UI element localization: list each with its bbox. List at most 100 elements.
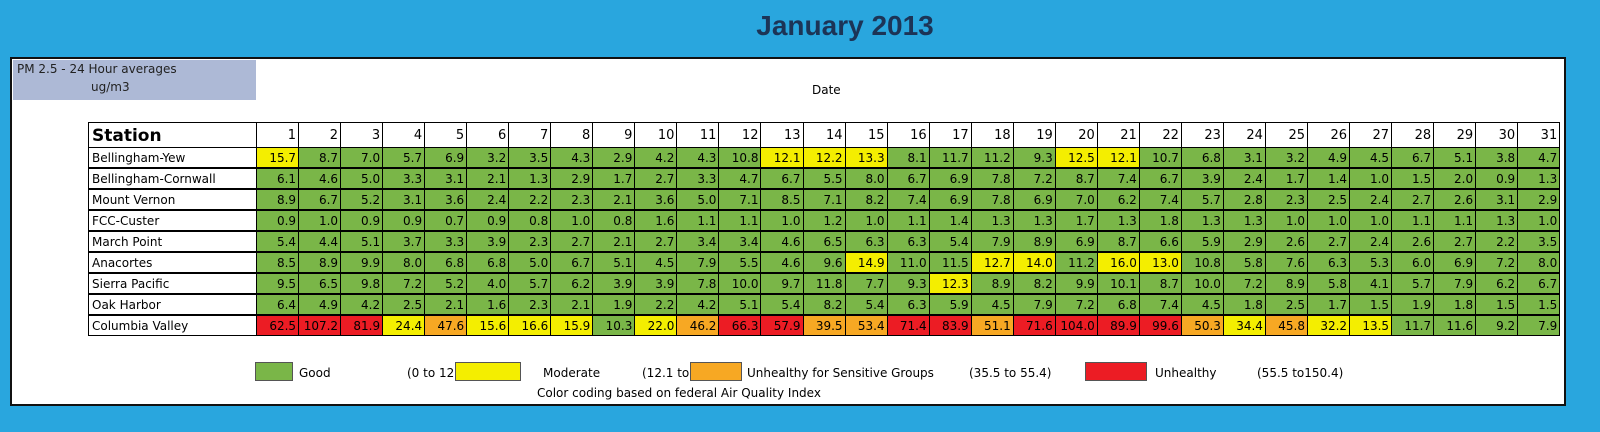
value-cell: 7.9 [1012,294,1056,315]
value-cell: 2.6 [1433,189,1477,210]
value-cell: 5.0 [340,168,384,189]
value-cell: 9.8 [340,273,384,294]
value-cell: 8.9 [1264,273,1308,294]
value-cell: 11.6 [1433,315,1477,336]
value-cell: 7.9 [970,231,1014,252]
value-cell: 8.2 [1012,273,1056,294]
value-cell: 7.0 [340,147,384,168]
value-cell: 2.9 [1517,189,1561,210]
value-cell: 1.3 [1517,168,1561,189]
value-cell: 81.9 [340,315,384,336]
day-header: 7 [508,122,552,148]
value-cell: 46.2 [676,315,720,336]
value-cell: 83.9 [928,315,972,336]
value-cell: 1.1 [886,210,930,231]
value-cell: 50.3 [1180,315,1224,336]
value-cell: 6.0 [1391,252,1435,273]
value-cell: 1.7 [1307,294,1351,315]
value-cell: 57.9 [760,315,804,336]
value-cell: 3.2 [466,147,510,168]
value-cell: 6.2 [1475,273,1519,294]
value-cell: 34.4 [1222,315,1266,336]
value-cell: 0.8 [508,210,552,231]
station-cell: March Point [88,231,257,252]
value-cell: 12.5 [1054,147,1098,168]
day-header: 24 [1222,122,1266,148]
day-header: 16 [886,122,930,148]
value-cell: 3.9 [466,231,510,252]
value-cell: 11.2 [1054,252,1098,273]
value-cell: 1.1 [1391,210,1435,231]
value-cell: 1.5 [1517,294,1561,315]
value-cell: 2.4 [1349,189,1393,210]
value-cell: 2.7 [550,231,594,252]
value-cell: 6.9 [1012,189,1056,210]
value-cell: 2.5 [382,294,426,315]
value-cell: 5.8 [1222,252,1266,273]
value-cell: 7.4 [1138,294,1182,315]
value-cell: 4.1 [1349,273,1393,294]
legend-label: Unhealthy [1155,366,1217,380]
value-cell: 12.2 [802,147,846,168]
value-cell: 7.2 [1222,273,1266,294]
value-cell: 9.2 [1475,315,1519,336]
value-cell: 1.2 [802,210,846,231]
value-cell: 4.2 [340,294,384,315]
value-cell: 1.0 [298,210,342,231]
value-cell: 5.7 [1391,273,1435,294]
value-cell: 5.0 [676,189,720,210]
value-cell: 2.0 [1433,168,1477,189]
day-header: 25 [1264,122,1308,148]
value-cell: 22.0 [634,315,678,336]
value-cell: 8.7 [1138,273,1182,294]
value-cell: 4.7 [718,168,762,189]
value-cell: 8.7 [1096,231,1140,252]
value-cell: 13.3 [844,147,888,168]
value-cell: 10.3 [592,315,636,336]
value-cell: 1.3 [1096,210,1140,231]
value-cell: 12.3 [928,273,972,294]
value-cell: 1.5 [1349,294,1393,315]
value-cell: 51.1 [970,315,1014,336]
value-cell: 1.7 [1054,210,1098,231]
value-cell: 0.8 [592,210,636,231]
value-cell: 71.4 [886,315,930,336]
value-cell: 6.6 [1138,231,1182,252]
value-cell: 1.9 [592,294,636,315]
value-cell: 5.1 [592,252,636,273]
value-cell: 10.8 [718,147,762,168]
value-cell: 4.4 [298,231,342,252]
value-cell: 1.4 [1307,168,1351,189]
value-cell: 4.5 [634,252,678,273]
day-header: 13 [760,122,804,148]
value-cell: 3.5 [508,147,552,168]
value-cell: 5.1 [718,294,762,315]
station-cell: Bellingham-Cornwall [88,168,257,189]
value-cell: 5.4 [928,231,972,252]
legend-label: Good [299,366,331,380]
value-cell: 2.1 [592,189,636,210]
value-cell: 13.0 [1138,252,1182,273]
unit-line: ug/m3 [91,80,130,94]
value-cell: 12.1 [760,147,804,168]
day-header: 23 [1180,122,1224,148]
value-cell: 10.0 [1180,273,1224,294]
day-header: 15 [844,122,888,148]
value-cell: 0.9 [382,210,426,231]
value-cell: 3.1 [1475,189,1519,210]
value-cell: 7.1 [718,189,762,210]
value-cell: 1.0 [550,210,594,231]
value-cell: 45.8 [1264,315,1308,336]
value-cell: 6.9 [1433,252,1477,273]
value-cell: 32.2 [1307,315,1351,336]
value-cell: 14.9 [844,252,888,273]
day-header: 11 [676,122,720,148]
value-cell: 15.7 [256,147,300,168]
value-cell: 5.5 [718,252,762,273]
value-cell: 5.1 [340,231,384,252]
value-cell: 6.7 [1138,168,1182,189]
value-cell: 2.7 [634,231,678,252]
value-cell: 6.3 [886,231,930,252]
value-cell: 8.0 [382,252,426,273]
